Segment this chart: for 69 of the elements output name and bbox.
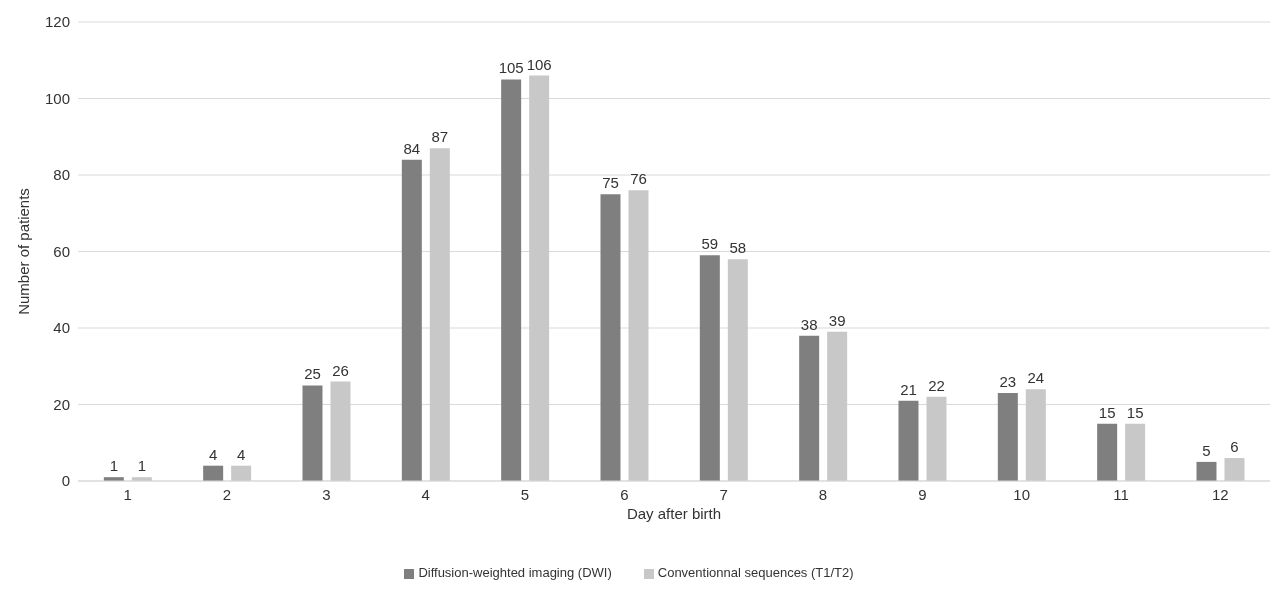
y-tick-label: 60 (53, 242, 70, 260)
data-label: 21 (900, 380, 917, 398)
x-tick-label: 12 (1211, 485, 1229, 503)
data-label: 23 (999, 373, 1017, 391)
bar (1125, 423, 1146, 481)
data-label: 105 (498, 59, 524, 77)
bar (699, 255, 720, 481)
data-label: 25 (304, 365, 321, 383)
data-label: 58 (729, 239, 747, 257)
bar (302, 385, 323, 481)
data-label: 59 (701, 235, 719, 253)
bar (727, 259, 748, 481)
data-label: 22 (928, 376, 945, 394)
data-label: 4 (208, 445, 218, 463)
x-tick-label: 10 (1013, 485, 1031, 503)
data-label: 24 (1027, 369, 1045, 387)
x-tick-label: 5 (520, 485, 530, 503)
bar (231, 465, 252, 481)
data-label: 26 (332, 361, 349, 379)
y-tick-label: 100 (44, 89, 70, 107)
bar (600, 194, 621, 481)
x-tick-label: 4 (421, 485, 430, 503)
legend-label: Conventionnal sequences (T1/T2) (657, 565, 854, 580)
x-tick-label: 1 (123, 485, 132, 503)
x-tick-label: 2 (222, 485, 232, 503)
data-label: 87 (431, 128, 449, 146)
bar (628, 190, 649, 481)
x-axis-title: Day after birth (626, 505, 722, 522)
y-tick-label: 120 (44, 13, 70, 31)
bar (529, 75, 550, 481)
data-label: 76 (630, 170, 647, 188)
x-tick-label: 11 (1113, 485, 1129, 503)
bar (1196, 461, 1217, 481)
y-tick-label: 20 (53, 395, 70, 413)
data-label: 75 (602, 174, 619, 192)
y-axis-title: Number of patients (15, 188, 33, 315)
bar (827, 331, 848, 481)
bar (429, 148, 450, 481)
bar (1025, 389, 1046, 481)
data-label: 39 (828, 311, 846, 329)
data-label: 15 (1126, 403, 1144, 421)
legend-label: Diffusion-weighted imaging (DWI) (418, 565, 612, 580)
y-tick-label: 0 (61, 472, 70, 490)
y-tick-label: 80 (53, 166, 70, 184)
data-label: 1 (109, 457, 118, 475)
x-tick-label: 8 (818, 485, 828, 503)
bar (501, 79, 522, 481)
bar (997, 393, 1018, 481)
data-label: 4 (236, 445, 246, 463)
bar (1224, 458, 1245, 481)
data-label: 106 (526, 55, 552, 73)
y-tick-label: 40 (53, 319, 70, 337)
data-label: 1 (137, 457, 146, 475)
bar (926, 396, 947, 481)
x-tick-label: 7 (719, 485, 728, 503)
bar (1097, 423, 1118, 481)
data-label: 15 (1098, 403, 1116, 421)
data-label: 84 (403, 139, 421, 157)
bar (898, 400, 919, 481)
data-label: 6 (1230, 438, 1239, 456)
data-label: 5 (1202, 441, 1211, 459)
bar (799, 335, 820, 481)
x-tick-label: 3 (322, 485, 331, 503)
bar (203, 465, 224, 481)
bar (401, 159, 422, 481)
bar (330, 381, 351, 481)
x-tick-label: 6 (620, 485, 629, 503)
x-tick-label: 9 (918, 485, 927, 503)
data-label: 38 (800, 315, 818, 333)
